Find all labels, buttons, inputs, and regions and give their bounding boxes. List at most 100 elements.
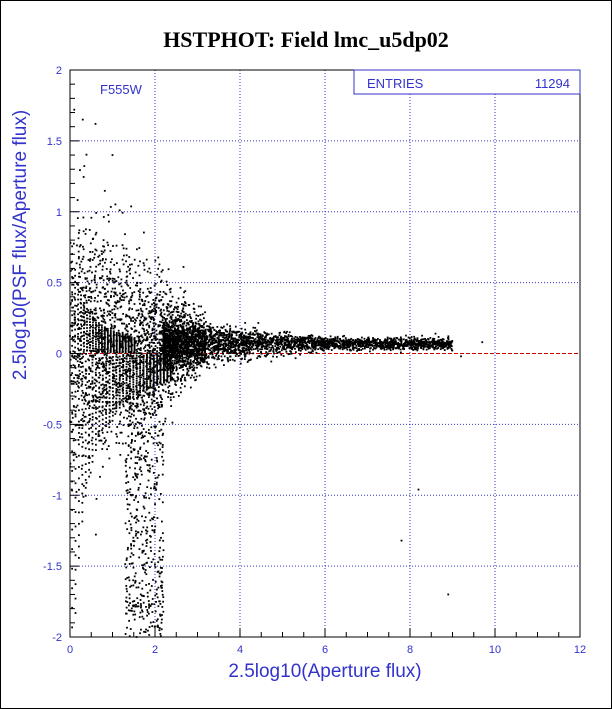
data-point bbox=[139, 319, 141, 322]
data-point bbox=[218, 343, 221, 346]
data-point bbox=[386, 340, 389, 343]
data-point bbox=[188, 335, 191, 338]
data-point bbox=[244, 328, 247, 331]
data-point bbox=[176, 376, 179, 379]
data-point bbox=[212, 341, 215, 344]
data-point bbox=[92, 386, 95, 389]
data-point bbox=[240, 334, 243, 337]
data-point bbox=[308, 341, 311, 344]
data-point bbox=[101, 315, 104, 318]
data-point bbox=[302, 336, 304, 339]
data-point bbox=[240, 343, 243, 346]
data-point bbox=[180, 360, 183, 363]
data-point bbox=[210, 347, 213, 350]
data-point bbox=[178, 367, 181, 369]
data-point bbox=[443, 349, 446, 352]
data-point bbox=[135, 348, 138, 351]
data-point bbox=[173, 330, 176, 333]
data-point bbox=[89, 300, 92, 303]
data-point bbox=[217, 351, 219, 354]
data-point bbox=[117, 382, 119, 385]
data-point bbox=[98, 291, 101, 293]
data-point bbox=[74, 415, 77, 418]
data-point bbox=[178, 338, 181, 340]
data-point bbox=[238, 336, 241, 339]
data-point bbox=[148, 350, 151, 353]
data-point bbox=[189, 330, 191, 333]
data-point bbox=[88, 334, 91, 337]
data-point bbox=[274, 345, 277, 348]
data-point bbox=[114, 287, 116, 290]
data-point bbox=[167, 342, 170, 345]
data-point bbox=[165, 360, 168, 363]
data-point bbox=[78, 381, 80, 384]
data-point bbox=[70, 364, 73, 367]
data-point bbox=[93, 350, 96, 353]
data-point bbox=[151, 332, 154, 335]
data-point bbox=[196, 338, 199, 341]
data-point bbox=[147, 387, 150, 389]
data-point bbox=[252, 333, 254, 335]
data-point bbox=[137, 405, 139, 408]
data-point bbox=[107, 244, 110, 247]
data-point bbox=[247, 342, 250, 345]
data-point bbox=[283, 338, 285, 341]
data-point bbox=[392, 338, 395, 341]
data-point bbox=[277, 342, 280, 345]
data-point bbox=[84, 377, 87, 380]
data-point bbox=[94, 270, 97, 273]
data-point bbox=[265, 351, 268, 353]
data-point bbox=[172, 365, 175, 368]
data-point bbox=[96, 396, 98, 399]
data-point bbox=[120, 335, 123, 338]
data-point bbox=[193, 308, 196, 310]
data-point bbox=[420, 338, 423, 341]
data-point bbox=[114, 314, 116, 317]
data-point bbox=[336, 339, 339, 342]
data-point bbox=[103, 384, 106, 387]
data-point bbox=[360, 336, 363, 339]
data-point bbox=[402, 348, 404, 350]
data-point bbox=[304, 341, 307, 343]
data-point bbox=[255, 341, 258, 343]
data-point bbox=[295, 338, 298, 341]
data-point bbox=[71, 412, 74, 415]
data-point bbox=[446, 342, 449, 344]
data-point bbox=[177, 354, 180, 357]
data-point bbox=[213, 329, 216, 331]
data-point bbox=[99, 396, 102, 399]
data-point bbox=[231, 358, 234, 361]
data-point bbox=[169, 334, 172, 336]
data-point bbox=[91, 251, 94, 253]
data-point bbox=[404, 341, 406, 344]
data-point bbox=[281, 347, 284, 350]
data-point bbox=[326, 344, 329, 347]
data-point bbox=[128, 315, 131, 318]
data-point bbox=[150, 368, 153, 371]
data-point bbox=[304, 344, 307, 347]
data-point bbox=[279, 345, 282, 348]
data-point bbox=[178, 318, 181, 321]
data-point bbox=[89, 370, 92, 372]
data-point bbox=[177, 326, 180, 329]
data-point bbox=[136, 344, 139, 347]
data-point bbox=[136, 426, 139, 429]
data-point bbox=[351, 339, 354, 342]
data-point bbox=[181, 326, 183, 329]
data-point bbox=[336, 345, 338, 347]
data-point bbox=[288, 331, 291, 334]
data-point bbox=[101, 465, 104, 468]
data-point bbox=[208, 326, 211, 329]
data-point bbox=[198, 347, 201, 350]
data-point bbox=[220, 355, 223, 358]
data-point bbox=[104, 353, 107, 355]
data-point bbox=[82, 176, 85, 178]
data-point bbox=[180, 366, 182, 369]
data-point bbox=[203, 343, 206, 346]
data-point bbox=[356, 350, 358, 352]
data-point bbox=[397, 338, 400, 341]
data-point bbox=[160, 315, 163, 317]
data-point bbox=[154, 335, 156, 338]
data-point bbox=[326, 346, 329, 348]
data-point bbox=[186, 327, 188, 330]
